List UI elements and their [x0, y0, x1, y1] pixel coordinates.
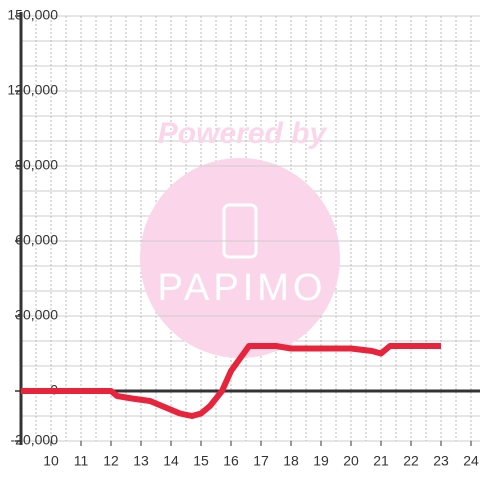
x-tick-label: 16: [223, 453, 239, 469]
x-tick-label: 21: [373, 453, 389, 469]
x-tick-label: 12: [103, 453, 119, 469]
watermark-text: Powered by: [158, 117, 328, 150]
x-tick-label: 20: [343, 453, 359, 469]
x-tick-label: 11: [74, 453, 89, 469]
y-tick-label: 60,000: [15, 232, 58, 248]
x-tick-label: 18: [283, 453, 299, 469]
x-tick-label: 14: [163, 453, 179, 469]
x-tick-label: 17: [253, 453, 269, 469]
x-tick-label: 15: [193, 453, 209, 469]
series-line: [21, 343, 441, 419]
x-tick-label: 22: [403, 453, 419, 469]
y-tick-label: 90,000: [15, 157, 58, 173]
y-tick-label: 30,000: [15, 307, 58, 323]
x-tick-label: 10: [43, 453, 59, 469]
x-tick-label: 24: [463, 453, 479, 469]
x-tick-label: 23: [433, 453, 449, 469]
watermark-icon: [222, 203, 258, 259]
x-tick-label: 13: [133, 453, 149, 469]
y-tick-label: 120,000: [7, 82, 58, 98]
watermark-brand: PAPIMO: [158, 267, 327, 309]
x-tick-label: 19: [313, 453, 329, 469]
watermark: Powered by PAPIMO: [140, 117, 340, 358]
y-tick-label: 150,000: [7, 7, 58, 23]
